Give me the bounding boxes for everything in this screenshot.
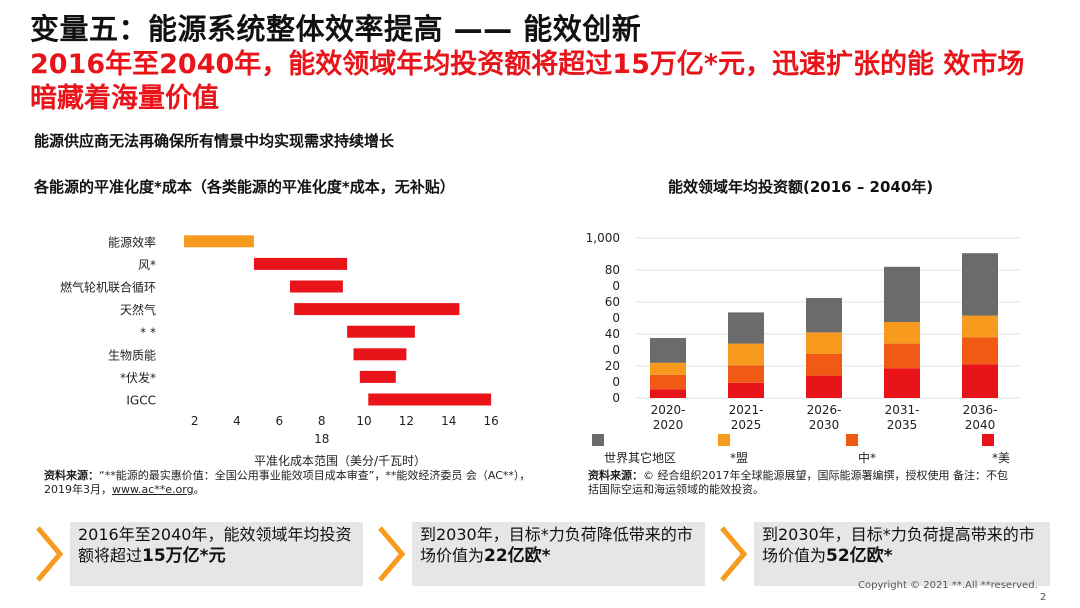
callout-3-text: 到2030年，目标*力负荷提高带来的市场价值为 (762, 525, 1035, 565)
stacked-segment (728, 343, 764, 366)
category-label: 能源效率 (108, 234, 156, 249)
y-tick-label: 0 (612, 391, 620, 405)
right-chart-title: 能效领域年均投资额(2016 – 2040年) (668, 178, 934, 196)
x-tick-label: 6 (276, 414, 284, 428)
range-bar (253, 257, 348, 270)
callout-1-value: 15万亿*元 (142, 546, 226, 566)
range-bar (359, 370, 396, 383)
investment-stacked-chart: 1,000 80 0 60 0 40 0 20 0 0 2020-2020 2021-2025 2026… (586, 231, 1020, 465)
legend-swatch (592, 434, 604, 446)
x-axis-label: 平准化成本范围（美分/千瓦时） (254, 454, 426, 468)
right-source-text: © 经合组织2017年全球能源展望，国际能源署编撰，授权使用 备注：不包括国际空… (588, 469, 1008, 496)
x-category-label: 2031-2035 (885, 403, 920, 432)
stacked-segment (962, 315, 998, 338)
x-tick-label: 16 (483, 414, 498, 428)
x-category-label: 2036-2040 (963, 403, 998, 432)
stacked-segment (962, 337, 998, 365)
callout-1: 2016年至2040年，能效领域年均投资额将超过15万亿*元 (30, 522, 363, 586)
legend-swatch (846, 434, 858, 446)
callout-2-text: 到2030年，目标*力负荷降低带来的市场价值为 (420, 525, 693, 565)
range-bar (368, 393, 492, 406)
range-bar (353, 348, 407, 361)
y-tick-label: 1,000 (586, 231, 620, 245)
x-tick-label: 8 (318, 414, 326, 428)
legend-label: *盟 (730, 451, 748, 465)
left-source-end: 。 (193, 483, 205, 496)
stacked-segment (806, 332, 842, 354)
range-bar (347, 325, 415, 338)
callout-1-text: 2016年至2040年，能效领域年均投资额将超过 (78, 525, 352, 565)
stacked-segment (650, 374, 686, 390)
stacked-segment (884, 322, 920, 344)
stacked-segment (650, 362, 686, 375)
left-chart-title: 各能源的平准化度*成本（各类能源的平准化度*成本，无补贴） (34, 178, 455, 196)
left-source-note: 资料来源：“**能源的最实惠价值：全国公用事业能效项目成本审查”，**能效经济委… (44, 469, 544, 497)
category-label: 风* (138, 258, 156, 272)
stacked-segment (806, 375, 842, 398)
category-label: 燃气轮机联合循环 (60, 280, 156, 295)
x-category-label: 2026-2030 (807, 403, 842, 432)
x-category-label: 2021-2025 (729, 403, 764, 432)
x-tick-label: 4 (233, 414, 241, 428)
left-source-label: 资料来源： (44, 469, 99, 482)
stacked-segment (962, 364, 998, 398)
chevron-right-icon (36, 526, 64, 582)
x-tick-label: 14 (441, 414, 456, 428)
legend-label: 中* (858, 450, 876, 465)
stacked-segment (728, 365, 764, 383)
range-bar (289, 280, 343, 293)
stacked-segment (962, 253, 998, 316)
x-tick-label: 12 (399, 414, 414, 428)
category-label: *伏发* (120, 370, 156, 385)
legend-label: *美 (992, 451, 1010, 465)
x-tick-label: 10 (356, 414, 371, 428)
y-tick-label: 20 0 (605, 359, 620, 389)
callout-2-box: 到2030年，目标*力负荷降低带来的市场价值为22亿欧* (412, 522, 705, 586)
y-tick-label: 80 0 (605, 263, 620, 293)
source-link[interactable]: www.ac**e.org (112, 483, 194, 496)
callout-2: 到2030年，目标*力负荷降低带来的市场价值为22亿欧* (372, 522, 705, 586)
stacked-segment (650, 338, 686, 363)
chevron-right-icon (720, 526, 748, 582)
callout-3-box: 到2030年，目标*力负荷提高带来的市场价值为52亿欧* (754, 522, 1050, 586)
range-bar (184, 235, 254, 248)
subtitle: 能源供应商无法再确保所有情景中均实现需求持续增长 (34, 132, 395, 150)
callout-1-box: 2016年至2040年，能效领域年均投资额将超过15万亿*元 (70, 522, 363, 586)
y-tick-label: 60 0 (605, 295, 620, 325)
left-source-text: “**能源的最实惠价值：全国公用事业能效项目成本审查”，**能效经济委员 会（A… (44, 469, 531, 496)
legend-swatch (982, 434, 994, 446)
page-title: 变量五：能源系统整体效率提高 —— 能效创新 (30, 12, 642, 46)
page-number: 2 (1040, 592, 1047, 603)
callout-3: 到2030年，目标*力负荷提高带来的市场价值为52亿欧* (714, 522, 1050, 586)
callout-3-value: 52亿欧* (826, 546, 893, 566)
copyright: Copyright © 2021 **.All **reserved. (858, 580, 1038, 591)
x-tick-label: 2 (191, 414, 199, 428)
legend-label: 世界其它地区 (604, 450, 676, 465)
legend-swatch (718, 434, 730, 446)
category-label: * * (140, 326, 156, 340)
category-label: IGCC (126, 394, 156, 408)
range-bar (294, 303, 460, 316)
right-source-note: 资料来源：© 经合组织2017年全球能源展望，国际能源署编撰，授权使用 备注：不… (588, 469, 1008, 497)
callout-2-value: 22亿欧* (484, 546, 551, 566)
stacked-segment (728, 312, 764, 344)
category-label: 天然气 (120, 302, 156, 317)
stacked-segment (884, 266, 920, 322)
stacked-segment (806, 354, 842, 376)
stacked-segment (728, 382, 764, 398)
chevron-right-icon (378, 526, 406, 582)
headline: 2016年至2040年，能效领域年均投资额将超过15万亿*元，迅速扩张的能 效市… (30, 49, 1025, 114)
stacked-segment (884, 343, 920, 369)
category-label: 生物质能 (108, 348, 156, 362)
right-source-label: 资料来源： (588, 469, 643, 482)
x-category-label: 2020-2020 (651, 403, 686, 432)
x-tick-label-extra: 18 (314, 432, 329, 446)
stacked-segment (650, 389, 686, 398)
stacked-segment (884, 368, 920, 398)
stacked-segment (806, 298, 842, 333)
y-tick-label: 40 0 (605, 327, 620, 357)
